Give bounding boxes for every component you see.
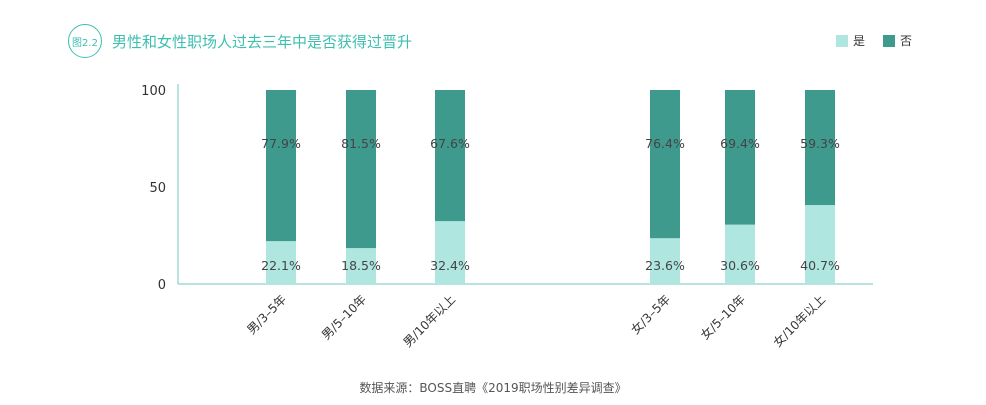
data-label-yes: 32.4% xyxy=(430,258,470,273)
data-label-yes: 40.7% xyxy=(800,258,840,273)
x-tick-label: 女/3–5年 xyxy=(628,292,673,337)
bar-segment-yes xyxy=(650,238,680,284)
chart-header: 图2.2 男性和女性职场人过去三年中是否获得过晋升 xyxy=(68,24,412,58)
bar-segment-no xyxy=(435,90,465,222)
data-label-yes: 18.5% xyxy=(341,258,381,273)
data-label-no: 76.4% xyxy=(645,136,685,151)
bar-segment-no xyxy=(805,90,835,206)
data-label-no: 77.9% xyxy=(261,136,301,151)
legend-label-yes: 是 xyxy=(853,34,866,48)
x-tick-label: 男/10年以上 xyxy=(401,292,459,350)
data-label-no: 67.6% xyxy=(430,136,470,151)
bar-segment-no xyxy=(346,90,376,249)
y-tick-label: 50 xyxy=(149,181,166,196)
legend-item-no: 否 xyxy=(883,32,912,49)
x-tick-label: 女/5–10年 xyxy=(697,292,748,343)
bar-segment-yes xyxy=(805,205,835,284)
data-label-no: 59.3% xyxy=(800,136,840,151)
bar-segment-no xyxy=(725,90,755,225)
data-label-yes: 22.1% xyxy=(261,258,301,273)
figure-badge: 图2.2 xyxy=(68,24,102,58)
x-tick-label: 男/3–5年 xyxy=(244,292,289,337)
bar-segment-yes xyxy=(435,221,465,284)
bar-segment-yes xyxy=(725,224,755,284)
bar-segment-no xyxy=(650,90,680,239)
data-label-no: 81.5% xyxy=(341,136,381,151)
legend-swatch-no xyxy=(883,34,896,47)
y-tick-label: 0 xyxy=(158,278,166,293)
bar-segment-no xyxy=(266,90,296,242)
x-tick-label: 男/5–10年 xyxy=(319,292,369,342)
source-note: 数据来源：BOSS直聘《2019职场性别差异调查》 xyxy=(359,381,627,395)
bar-segment-yes xyxy=(266,241,296,284)
data-label-yes: 23.6% xyxy=(645,258,685,273)
bar-segment-yes xyxy=(346,248,376,284)
chart-title: 男性和女性职场人过去三年中是否获得过晋升 xyxy=(112,32,413,51)
chart-legend: 是 否 xyxy=(836,32,930,49)
data-label-no: 69.4% xyxy=(720,136,760,151)
x-tick-label: 女/10年以上 xyxy=(770,292,828,350)
legend-swatch-yes xyxy=(836,34,848,47)
y-tick-label: 100 xyxy=(141,84,166,99)
legend-item-yes: 是 xyxy=(836,32,865,49)
legend-label-no: 否 xyxy=(900,34,913,48)
data-label-yes: 30.6% xyxy=(720,258,760,273)
